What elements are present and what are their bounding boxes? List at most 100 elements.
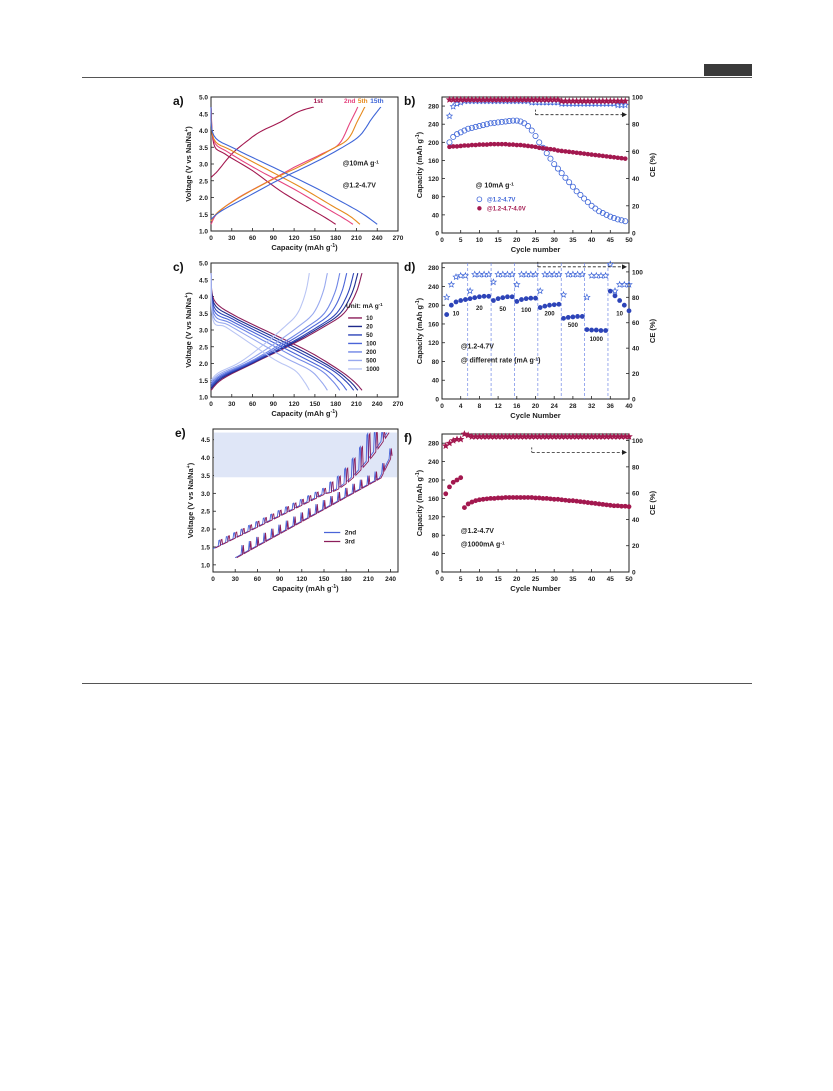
capacity-point <box>565 315 571 320</box>
capacity-point-filled <box>525 143 531 149</box>
x-tick-label: 16 <box>513 403 521 410</box>
y-tick-label: 280 <box>428 441 439 448</box>
capacity-point <box>577 499 583 505</box>
gitt-discharge-curve <box>234 448 392 559</box>
capacity-point-filled <box>593 152 598 158</box>
capacity-point-open <box>480 122 487 129</box>
capacity-point <box>495 296 501 302</box>
ce-star <box>503 270 512 278</box>
capacity-point-open <box>487 120 494 127</box>
x-tick-label: 45 <box>607 576 615 583</box>
y-tick-label: 1.5 <box>199 378 208 385</box>
capacity-point <box>563 497 568 503</box>
capacity-point <box>551 496 557 502</box>
y-right-tick-label: 0 <box>632 570 636 577</box>
ce-star <box>541 270 549 278</box>
legend-label: 100 <box>366 341 377 347</box>
shaded-region <box>214 432 397 478</box>
y-tick-label: 3.5 <box>199 145 208 152</box>
discharge-curve <box>210 273 348 391</box>
capacity-point <box>472 295 478 301</box>
capacity-point-filled <box>589 152 594 157</box>
capacity-point-open <box>483 121 490 128</box>
capacity-point <box>548 496 553 502</box>
capacity-point-filled <box>604 154 609 159</box>
capacity-point-filled <box>619 155 624 161</box>
x-tick-label: 240 <box>372 401 383 408</box>
capacity-point-filled <box>563 149 568 154</box>
y-right-tick-label: 60 <box>632 491 640 498</box>
capacity-point-open <box>506 118 513 125</box>
capacity-point <box>581 499 587 505</box>
x-tick-label: 20 <box>532 403 540 410</box>
capacity-point <box>612 293 618 299</box>
x-tick-label: 0 <box>440 237 444 244</box>
ce-star <box>485 270 493 278</box>
capacity-point <box>561 315 566 321</box>
capacity-point <box>542 303 548 309</box>
capacity-point-open <box>461 127 468 134</box>
x-tick-label: 0 <box>209 401 213 408</box>
capacity-point <box>604 502 609 508</box>
capacity-point-open <box>528 127 535 134</box>
legend-marker <box>477 206 482 211</box>
x-tick-label: 60 <box>249 235 257 242</box>
capacity-point-open <box>525 123 532 130</box>
y-right-tick-label: 100 <box>632 269 643 276</box>
annotation: @1.2-4.7V <box>461 528 495 535</box>
capacity-point-filled <box>492 141 497 147</box>
x-tick-label: 120 <box>289 401 300 408</box>
x-tick-label: 120 <box>289 235 300 242</box>
ce-star <box>625 432 633 440</box>
capacity-point-open <box>607 213 614 220</box>
x-tick-label: 0 <box>440 576 444 583</box>
capacity-point <box>600 501 606 507</box>
x-tick-label: 50 <box>625 576 633 583</box>
capacity-point <box>626 308 632 314</box>
capacity-point <box>611 503 617 509</box>
y-tick-label: 40 <box>432 551 440 558</box>
legend-title: Unit: mA g-1 <box>346 302 383 311</box>
capacity-point-open <box>577 191 584 198</box>
x-tick-label: 10 <box>476 237 484 244</box>
ce-star <box>592 271 600 279</box>
x-tick-label: 240 <box>385 576 396 583</box>
y-tick-label: 200 <box>428 478 439 485</box>
capacity-point <box>518 495 523 500</box>
ce-star <box>447 280 456 288</box>
capacity-point-open <box>513 117 520 124</box>
y-right-tick-label: 80 <box>632 122 640 129</box>
capacity-point-filled <box>615 155 621 161</box>
panel-letter: a) <box>173 94 184 108</box>
capacity-point <box>480 496 486 502</box>
capacity-point <box>622 503 628 509</box>
y-tick-label: 120 <box>428 176 439 183</box>
capacity-point <box>453 299 459 305</box>
capacity-point-filled <box>551 147 557 152</box>
capacity-point-open <box>603 211 610 218</box>
ce-star <box>499 270 507 278</box>
y-tick-label: 4.5 <box>199 277 208 284</box>
capacity-point <box>465 501 471 507</box>
y-tick-label: 3.5 <box>201 473 210 480</box>
y-axis-label: Capacity (mAh g-1) <box>415 469 424 536</box>
ce-star <box>480 270 488 278</box>
capacity-point <box>537 305 543 310</box>
x-axis-label: Cycle Number <box>510 411 561 420</box>
capacity-point-filled <box>521 143 527 148</box>
page-badge <box>704 64 752 76</box>
capacity-point <box>559 497 565 503</box>
capacity-point <box>566 498 572 504</box>
capacity-point <box>547 302 552 308</box>
panel-c: 0 30 60 90 120 150 180 210 240 270 1.0 1.5 2.0 2.5 3.0… <box>173 260 404 418</box>
y-tick-label: 160 <box>428 158 439 165</box>
capacity-point <box>499 495 505 501</box>
charge-curve <box>210 272 328 383</box>
capacity-point <box>593 327 599 333</box>
capacity-point <box>462 297 468 302</box>
capacity-point <box>617 298 623 303</box>
capacity-point <box>621 302 627 308</box>
capacity-point <box>619 503 624 509</box>
rate-label: 100 <box>521 308 532 314</box>
capacity-point <box>495 495 501 501</box>
